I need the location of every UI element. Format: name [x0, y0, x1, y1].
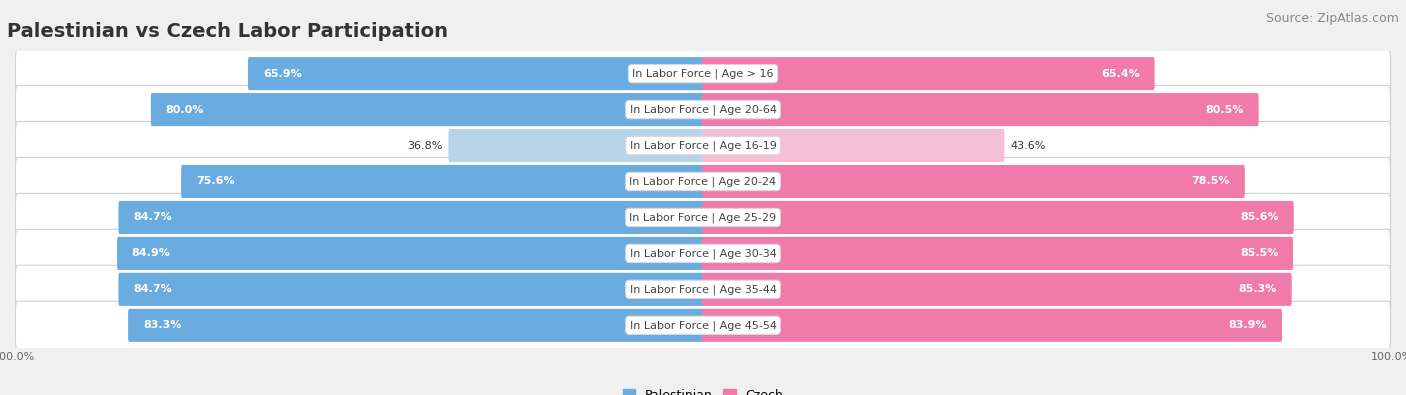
- Text: In Labor Force | Age > 16: In Labor Force | Age > 16: [633, 68, 773, 79]
- Text: In Labor Force | Age 25-29: In Labor Force | Age 25-29: [630, 212, 776, 223]
- Text: 85.5%: 85.5%: [1240, 248, 1278, 258]
- Text: 83.3%: 83.3%: [143, 320, 181, 330]
- Text: 65.4%: 65.4%: [1101, 69, 1140, 79]
- FancyBboxPatch shape: [15, 265, 1391, 314]
- Text: 65.9%: 65.9%: [263, 69, 301, 79]
- Text: 83.9%: 83.9%: [1229, 320, 1267, 330]
- FancyBboxPatch shape: [449, 129, 704, 162]
- FancyBboxPatch shape: [15, 194, 1391, 241]
- FancyBboxPatch shape: [702, 309, 1282, 342]
- FancyBboxPatch shape: [702, 273, 1292, 306]
- Text: 43.6%: 43.6%: [1011, 141, 1046, 150]
- Legend: Palestinian, Czech: Palestinian, Czech: [617, 384, 789, 395]
- FancyBboxPatch shape: [128, 309, 704, 342]
- FancyBboxPatch shape: [15, 158, 1391, 205]
- FancyBboxPatch shape: [702, 93, 1258, 126]
- Text: 78.5%: 78.5%: [1191, 177, 1230, 186]
- Text: 85.6%: 85.6%: [1240, 213, 1279, 222]
- Text: In Labor Force | Age 45-54: In Labor Force | Age 45-54: [630, 320, 776, 331]
- FancyBboxPatch shape: [15, 229, 1391, 278]
- Text: 36.8%: 36.8%: [408, 141, 443, 150]
- FancyBboxPatch shape: [181, 165, 704, 198]
- FancyBboxPatch shape: [15, 49, 1391, 98]
- Text: In Labor Force | Age 30-34: In Labor Force | Age 30-34: [630, 248, 776, 259]
- FancyBboxPatch shape: [15, 85, 1391, 134]
- Text: In Labor Force | Age 20-24: In Labor Force | Age 20-24: [630, 176, 776, 187]
- FancyBboxPatch shape: [247, 57, 704, 90]
- FancyBboxPatch shape: [702, 201, 1294, 234]
- FancyBboxPatch shape: [702, 57, 1154, 90]
- Text: In Labor Force | Age 16-19: In Labor Force | Age 16-19: [630, 140, 776, 151]
- FancyBboxPatch shape: [117, 237, 704, 270]
- Text: 75.6%: 75.6%: [195, 177, 235, 186]
- FancyBboxPatch shape: [15, 121, 1391, 169]
- FancyBboxPatch shape: [118, 273, 704, 306]
- Text: In Labor Force | Age 20-64: In Labor Force | Age 20-64: [630, 104, 776, 115]
- Text: 85.3%: 85.3%: [1239, 284, 1277, 294]
- FancyBboxPatch shape: [702, 129, 1004, 162]
- FancyBboxPatch shape: [118, 201, 704, 234]
- Text: 84.7%: 84.7%: [134, 284, 172, 294]
- FancyBboxPatch shape: [15, 301, 1391, 350]
- Text: In Labor Force | Age 35-44: In Labor Force | Age 35-44: [630, 284, 776, 295]
- FancyBboxPatch shape: [150, 93, 704, 126]
- Text: 80.5%: 80.5%: [1205, 105, 1244, 115]
- Text: Palestinian vs Czech Labor Participation: Palestinian vs Czech Labor Participation: [7, 23, 449, 41]
- FancyBboxPatch shape: [702, 165, 1244, 198]
- Text: Source: ZipAtlas.com: Source: ZipAtlas.com: [1265, 12, 1399, 25]
- FancyBboxPatch shape: [702, 237, 1294, 270]
- Text: 84.9%: 84.9%: [132, 248, 170, 258]
- Text: 80.0%: 80.0%: [166, 105, 204, 115]
- Text: 84.7%: 84.7%: [134, 213, 172, 222]
